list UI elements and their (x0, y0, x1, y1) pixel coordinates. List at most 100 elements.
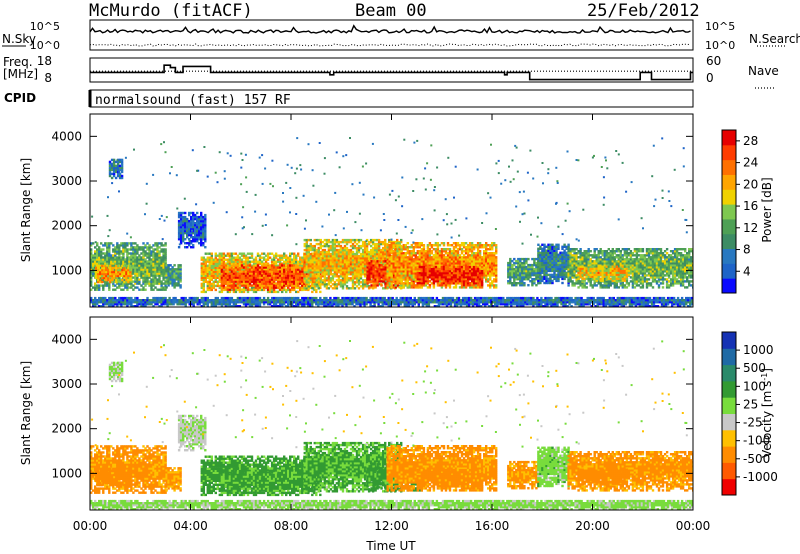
heatmap-cell (270, 278, 274, 281)
heatmap-cell (164, 288, 167, 291)
heatmap-cell (293, 282, 296, 285)
heatmap-cell (404, 284, 407, 287)
heatmap-cell (454, 252, 458, 255)
heatmap-cell (244, 276, 248, 279)
heatmap-cell (468, 246, 472, 249)
heatmap-cell (297, 282, 300, 285)
heatmap-cell (276, 284, 280, 287)
heatmap-cell (398, 254, 401, 257)
heatmap-cell (307, 281, 310, 284)
heatmap-cell (90, 270, 93, 273)
heatmap-cell (154, 286, 157, 289)
heatmap-cell (152, 244, 155, 247)
heatmap-cell (238, 256, 242, 259)
heatmap-cell (335, 283, 339, 286)
heatmap-cell (148, 248, 151, 251)
heatmap-cell (311, 252, 314, 255)
heatmap-cell (138, 280, 141, 283)
heatmap-cell (319, 254, 322, 257)
heatmap-cell (138, 274, 141, 277)
heatmap-cell (169, 282, 172, 285)
heatmap-cell (132, 262, 135, 265)
heatmap-cell (329, 259, 333, 262)
heatmap-cell (154, 254, 157, 257)
heatmap-cell (470, 242, 474, 245)
heatmap-cell (476, 286, 480, 289)
heatmap-cell (370, 284, 373, 287)
heatmap-cell (400, 284, 403, 287)
heatmap-cell (266, 274, 270, 277)
heatmap-cell (270, 270, 274, 273)
heatmap-cell (283, 282, 286, 285)
heatmap-cell (379, 255, 383, 258)
heatmap-cell (416, 264, 419, 267)
heatmap-cell (293, 286, 296, 289)
heatmap-cell (206, 266, 209, 269)
heatmap-cell (357, 265, 361, 268)
heatmap-cell (432, 266, 436, 269)
heatmap-cell (98, 288, 101, 291)
heatmap-cell (373, 259, 377, 262)
heatmap-cell (122, 258, 125, 261)
heatmap-cell (394, 254, 397, 257)
heatmap-cell (384, 284, 387, 287)
heatmap-cell (456, 256, 460, 259)
heatmap-cell (365, 248, 369, 252)
heatmap-cell (164, 252, 167, 255)
heatmap-cell (341, 269, 345, 272)
cpid-label: CPID (4, 91, 36, 105)
heatmap-cell (216, 274, 219, 277)
heatmap-cell (152, 250, 155, 253)
heatmap-cell (355, 277, 359, 280)
heatmap-cell (260, 270, 264, 273)
heatmap-cell (398, 250, 401, 253)
heatmap-cell (444, 258, 448, 261)
heatmap-cell (384, 268, 387, 271)
heatmap-cell (446, 268, 450, 271)
heatmap-cell (177, 264, 180, 267)
heatmap-cell (134, 274, 137, 277)
heatmap-cell (130, 286, 133, 289)
heatmap-cell (309, 273, 312, 276)
heatmap-cell (323, 281, 327, 284)
heatmap-cell (426, 282, 430, 285)
heatmap-cell (110, 166, 114, 170)
heatmap-cell (200, 284, 203, 288)
heatmap-cell (365, 242, 369, 246)
heatmap-cell (254, 258, 258, 261)
heatmap-cell (406, 248, 409, 251)
heatmap-cell (464, 258, 468, 261)
heatmap-cell (474, 246, 478, 249)
heatmap-cell (303, 255, 306, 258)
heatmap-cell (116, 258, 119, 261)
heatmap-cell (234, 270, 238, 273)
heatmap-cell (376, 262, 379, 265)
heatmap-cell (422, 284, 426, 287)
heatmap-cell (260, 266, 264, 269)
heatmap-cell (379, 259, 383, 262)
heatmap-cell (130, 262, 133, 265)
heatmap-cell (287, 270, 290, 273)
heatmap-cell (136, 266, 139, 269)
heatmap-cell (424, 282, 428, 285)
heatmap-cell (244, 278, 248, 281)
heatmap-cell (355, 250, 359, 254)
heatmap-cell (349, 271, 353, 274)
heatmap-cell (478, 254, 482, 257)
heatmap-cell (311, 261, 314, 264)
heatmap-cell (400, 274, 403, 277)
heatmap-cell (242, 272, 246, 275)
heatmap-cell (339, 248, 343, 252)
heatmap-cell (242, 282, 246, 286)
heatmap-cell (182, 229, 185, 233)
heatmap-cell (442, 250, 446, 253)
heatmap-cell (116, 170, 120, 174)
heatmap-cell (179, 240, 183, 243)
heatmap-cell (158, 252, 161, 255)
heatmap-cell (95, 272, 98, 276)
heatmap-cell (230, 270, 234, 273)
heatmap-cell (331, 242, 335, 246)
heatmap-cell (388, 252, 391, 255)
heatmap-cell (150, 274, 153, 277)
heatmap-cell (400, 252, 403, 255)
